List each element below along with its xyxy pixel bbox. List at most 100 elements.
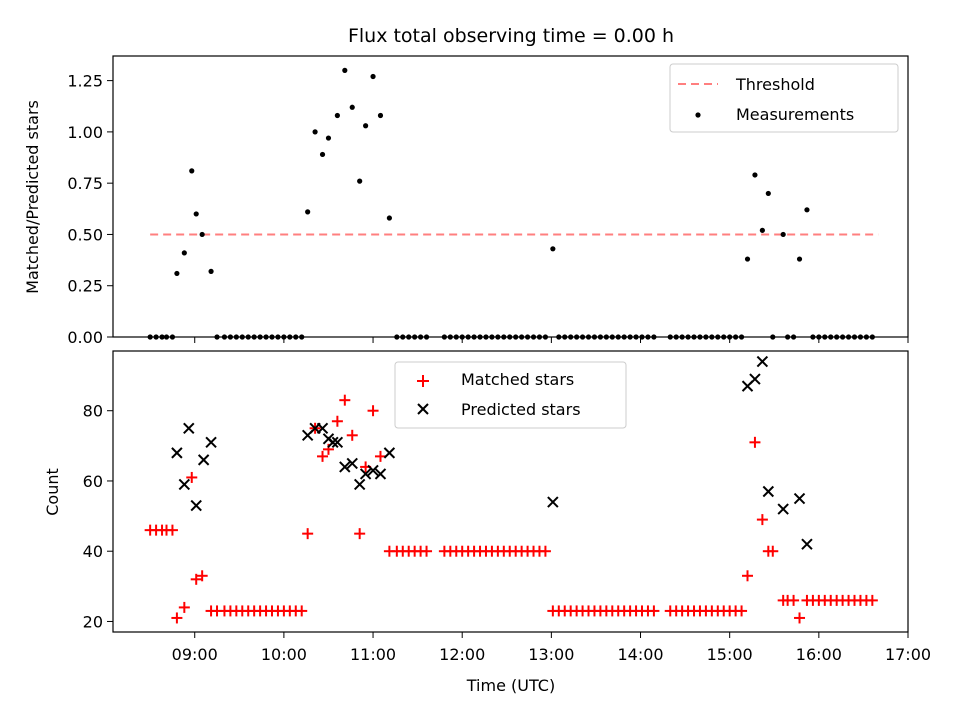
bottom-y-tick-label: 60 — [83, 472, 103, 491]
predicted-stars-point — [793, 492, 806, 505]
x-tick-label: 16:00 — [796, 645, 842, 664]
matched-stars-point — [302, 528, 314, 540]
predicted-stars-point — [183, 422, 195, 434]
measurement-point — [349, 104, 355, 110]
top-legend: Threshold Measurements — [669, 63, 899, 133]
matched-stars-point — [767, 545, 779, 557]
matched-stars-point — [171, 612, 183, 624]
bottom-y-tick-label: 40 — [83, 542, 103, 561]
matched-stars-point — [421, 545, 433, 557]
matched-stars-series — [144, 394, 878, 624]
measurement-point — [189, 168, 195, 174]
measurement-point — [342, 67, 348, 73]
x-tick-label: 13:00 — [528, 645, 574, 664]
matched-stars-point — [190, 573, 202, 585]
x-tick-label: 10:00 — [261, 645, 307, 664]
legend-predicted-label: Predicted stars — [461, 400, 581, 419]
legend-measurements-swatch — [695, 112, 701, 118]
top-panel: Flux total observing time = 0.00 h 0.000… — [23, 25, 909, 347]
bottom-y-tick-label: 20 — [83, 612, 103, 631]
predicted-stars-point — [762, 485, 775, 498]
matched-stars-point — [539, 545, 551, 557]
x-tick-label: 17:00 — [885, 645, 931, 664]
measurement-point — [370, 73, 376, 80]
measurement-point — [312, 129, 318, 135]
matched-stars-point — [756, 514, 768, 526]
legend-matched-label: Matched stars — [461, 370, 574, 389]
measurement-point — [744, 256, 751, 262]
matched-stars-point — [736, 605, 748, 617]
predicted-stars-point — [359, 468, 372, 480]
bottom-axes-frame — [112, 350, 909, 633]
measurement-point — [181, 250, 187, 256]
measurement-point — [752, 172, 758, 178]
bottom-legend: Matched stars Predicted stars — [394, 361, 627, 429]
measurement-point — [208, 268, 214, 274]
predicted-stars-point — [547, 496, 559, 508]
top-y-tick-label: 0.50 — [67, 225, 103, 244]
legend-threshold-label: Threshold — [735, 75, 815, 94]
chart-title: Flux total observing time = 0.00 h — [348, 25, 674, 47]
matched-stars-point — [196, 570, 208, 582]
predicted-stars-point — [316, 422, 329, 434]
predicted-stars-point — [331, 436, 344, 449]
top-axes-frame — [112, 55, 909, 338]
predicted-stars-point — [327, 436, 339, 449]
bottom-y-ticks: 20 40 60 80 — [83, 402, 113, 631]
legend-predicted-swatch — [417, 403, 429, 415]
x-tick-label: 15:00 — [707, 645, 753, 664]
matched-stars-point — [749, 436, 761, 448]
matched-stars-point — [648, 605, 660, 617]
matched-stars-point — [346, 429, 358, 441]
legend-measurements-label: Measurements — [736, 105, 854, 124]
measurement-point — [334, 112, 340, 119]
matched-stars-point — [354, 528, 366, 540]
predicted-stars-point — [346, 457, 358, 470]
matched-stars-point — [866, 594, 878, 606]
top-y-axis-label: Matched/Predicted stars — [23, 100, 42, 294]
measurement-point — [357, 178, 363, 184]
matched-stars-point — [186, 471, 198, 483]
x-tick-label: 12:00 — [439, 645, 485, 664]
measurement-point — [199, 231, 205, 238]
x-tick-label: 09:00 — [172, 645, 218, 664]
predicted-stars-series — [171, 355, 813, 550]
predicted-stars-point — [756, 355, 769, 368]
measurement-point — [759, 227, 765, 233]
matched-stars-point — [339, 394, 351, 406]
x-tick-label: 11:00 — [350, 645, 396, 664]
top-y-tick-label: 0.75 — [67, 174, 103, 193]
matched-stars-point — [317, 450, 329, 462]
matched-stars-point — [788, 594, 800, 606]
predicted-stars-point — [353, 478, 366, 491]
measurement-point — [319, 151, 326, 158]
bottom-x-ticks: 09:00 10:00 11:00 12:00 13:00 14:00 15:00 16:00… — [172, 632, 931, 664]
predicted-stars-point — [374, 468, 387, 480]
measurement-point — [386, 215, 392, 221]
predicted-stars-point — [383, 447, 396, 459]
measurement-point — [804, 207, 810, 213]
top-y-tick-label: 0.00 — [67, 328, 103, 347]
predicted-stars-point — [339, 461, 351, 473]
x-tick-label: 14:00 — [617, 645, 663, 664]
measurement-point — [305, 209, 311, 215]
predicted-stars-point — [197, 454, 210, 466]
matched-stars-point — [296, 605, 308, 617]
measurement-point — [174, 270, 180, 277]
measurement-point — [765, 190, 771, 197]
top-y-ticks: 0.00 0.25 0.50 0.75 1.00 1.25 — [67, 72, 113, 347]
top-y-tick-label: 1.25 — [67, 72, 103, 91]
predicted-stars-point — [777, 503, 789, 515]
top-y-tick-label: 0.25 — [67, 277, 103, 296]
matched-stars-point — [178, 601, 190, 613]
matched-stars-point — [794, 612, 806, 624]
top-y-tick-label: 1.00 — [67, 123, 103, 142]
measurement-point — [325, 135, 332, 141]
bottom-y-tick-label: 80 — [83, 402, 103, 421]
predicted-stars-point — [205, 436, 217, 449]
predicted-stars-point — [367, 464, 379, 477]
top-legend-box — [669, 63, 899, 133]
predicted-stars-point — [801, 538, 813, 550]
bottom-y-axis-label: Count — [43, 468, 62, 516]
